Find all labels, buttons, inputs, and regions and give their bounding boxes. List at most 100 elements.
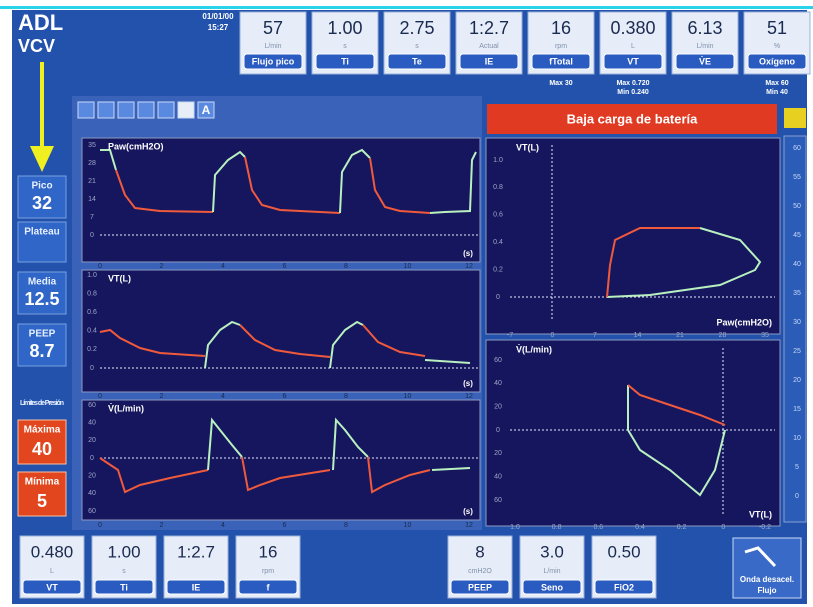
limit-value: 5 [37,491,47,511]
x-tick-label: -7 [507,332,513,339]
param-value: 57 [263,18,283,38]
param-unit: % [774,43,780,50]
param-label: fTotal [549,56,573,66]
y-tick-label: 0.8 [493,184,503,191]
volume-panel [82,270,480,392]
param-label: VT [627,56,639,66]
limit-label: Máxima [24,425,61,436]
param-unit: L/min [696,43,713,50]
setting-value: 1.00 [107,542,140,561]
param-limit: Max 60 [765,80,788,87]
y-tick-label: 1.0 [493,157,503,164]
x-tick-label: 0 [98,522,102,529]
param-label: Oxígeno [759,56,796,66]
y-tick-label: 0 [496,294,500,301]
scale-label: 5 [795,464,799,471]
y-tick-label: 35 [88,142,96,149]
param-value: 51 [767,18,787,38]
param-unit: rpm [555,43,567,50]
scale-label: 35 [793,290,801,297]
x-tick-label: 0 [721,524,725,531]
x-tick-label: 12 [465,522,473,529]
x-tick-label: -0.2 [759,524,771,531]
measure-value: 12.5 [24,289,59,309]
y-tick-label: 60 [494,357,502,364]
x-tick-label: 4 [221,522,225,529]
y-tick-label: 20 [494,450,502,457]
tool-icon[interactable] [178,102,194,118]
limit-value: 40 [32,439,52,459]
x-tick-label: 6 [283,522,287,529]
scale-icon [784,108,806,128]
tool-icon[interactable] [138,102,154,118]
setting-value: 1:2.7 [177,542,215,561]
scale-label: 10 [793,435,801,442]
x-tick-label: 0.6 [593,524,603,531]
x-unit: (s) [463,507,473,516]
button-label: Onda desacel. [740,575,794,584]
y-tick-label: 60 [88,402,96,409]
x-unit: (s) [463,249,473,258]
setting-value: 16 [259,542,278,561]
pv-loop-panel [486,138,780,334]
ventilator-screen: A Baja carga de batería ADL VCV 01/01/00… [0,0,813,607]
tool-icon[interactable] [98,102,114,118]
scale-label: 20 [793,377,801,384]
measure-label: Media [28,277,57,288]
y-tick-label: 0.2 [493,266,503,273]
y-tick-label: 40 [494,380,502,387]
time: 15:27 [208,23,229,32]
x-tick-label: 2 [160,522,164,529]
measure-value: 32 [32,193,52,213]
setting-unit: rpm [262,568,274,575]
alarm-text: Baja carga de batería [567,111,699,126]
x-tick-label: 0.2 [677,524,687,531]
setting-label: FiO2 [614,582,634,592]
scale-label: 60 [793,145,801,152]
scale-label: 0 [795,493,799,500]
loop-x-title: Paw(cmH2O) [716,317,772,327]
y-tick-label: 40 [494,474,502,481]
x-tick-label: 21 [676,332,684,339]
ventilation-mode: VCV [18,36,55,56]
param-value: 16 [551,18,571,38]
page: A Baja carga de batería ADL VCV 01/01/00… [0,0,813,607]
y-tick-label: 20 [494,404,502,411]
tool-label: A [202,103,211,117]
measure-label: PEEP [29,329,56,340]
param-unit: L/min [264,43,281,50]
pressure-panel [82,138,480,262]
param-limit: Max 30 [549,80,572,87]
tool-icon[interactable] [118,102,134,118]
x-tick-label: 8 [344,263,348,270]
limit-label: Mínima [25,477,60,488]
loop-x-title: VT(L) [749,509,772,519]
scale-label: 15 [793,406,801,413]
frame-edge [0,6,813,9]
param-value: 2.75 [399,18,434,38]
param-value: 1:2.7 [469,18,509,38]
setting-label: Ti [120,582,128,592]
x-tick-label: 28 [719,332,727,339]
scale-label: 50 [793,203,801,210]
y-tick-label: 0 [90,455,94,462]
y-tick-label: 0 [90,232,94,239]
y-tick-label: 0 [496,427,500,434]
toolbar: A [78,102,214,118]
x-tick-label: 0.8 [552,524,562,531]
tool-icon[interactable] [158,102,174,118]
setting-value: 0.50 [607,542,640,561]
y-tick-label: 0.2 [87,346,97,353]
param-label: IE [485,56,494,66]
x-tick-label: 2 [160,263,164,270]
date: 01/01/00 [202,12,234,21]
x-tick-label: 0 [98,393,102,400]
tool-icon[interactable] [78,102,94,118]
y-tick-label: 60 [494,497,502,504]
y-tick-label: 28 [88,160,96,167]
y-tick-label: 14 [88,196,96,203]
y-tick-label: 60 [88,508,96,515]
x-tick-label: 35 [761,332,769,339]
param-unit: s [415,43,419,50]
x-tick-label: 12 [465,393,473,400]
